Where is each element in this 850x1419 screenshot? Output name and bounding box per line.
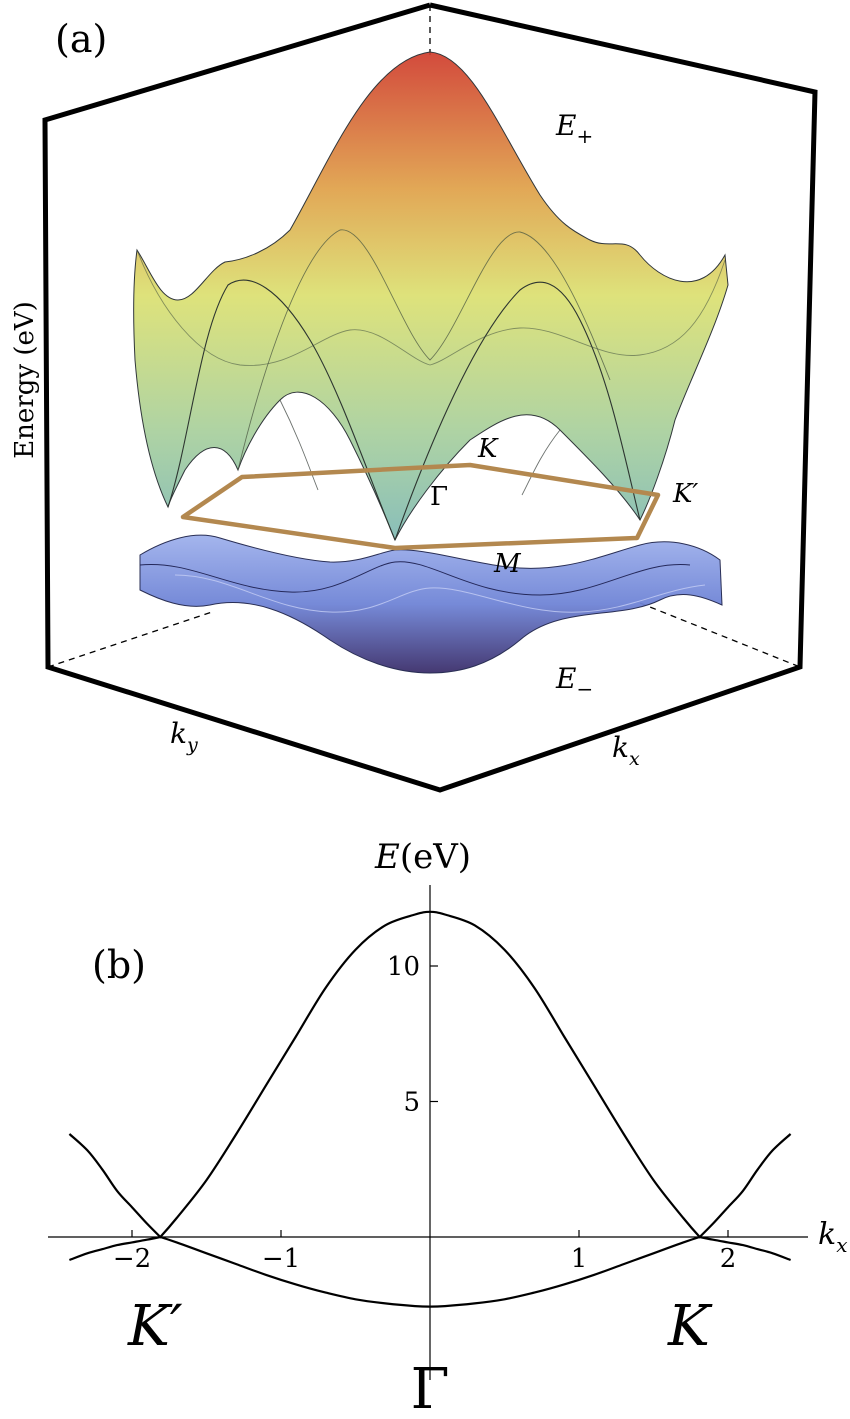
point-gamma-marker-label: Γ [411, 1357, 450, 1419]
ky-axis-label: ky [170, 717, 198, 756]
panel-b-label: (b) [92, 943, 146, 987]
upper-band-label: E+ [555, 109, 593, 148]
plot-series [68, 910, 792, 1308]
upper-band-line [68, 910, 792, 1239]
energy-axis-label: Energy (eV) [10, 301, 40, 459]
plot-axes [48, 885, 808, 1380]
box-outline [42, 2, 818, 793]
y-tick-label: 10 [387, 952, 420, 982]
point-kprime-label: K′ [672, 479, 698, 509]
point-k-marker-label: K [667, 1294, 713, 1359]
x-axis-title: kx [818, 1217, 847, 1257]
lower-band-line [69, 1235, 791, 1308]
lower-band-surface [139, 534, 723, 674]
panel-b: −2 −1 1 2 5 10 (b) E(eV) kx K′ K Γ [48, 837, 847, 1419]
point-kprime-marker-label: K′ [127, 1294, 183, 1359]
plot-ticks: −2 −1 1 2 5 10 [113, 952, 736, 1274]
x-tick-label: −2 [113, 1244, 151, 1274]
brillouin-zone-outline [180, 462, 661, 551]
kx-axis-label: kx [612, 731, 640, 770]
x-tick-label: 1 [571, 1244, 588, 1274]
point-k-label: K [477, 434, 499, 464]
lower-band-label: E− [555, 662, 593, 701]
upper-band-surface [133, 51, 729, 542]
x-tick-label: 2 [720, 1244, 737, 1274]
x-tick-label: −1 [262, 1244, 300, 1274]
y-tick-label: 5 [403, 1088, 420, 1118]
point-m-label: M [493, 549, 522, 579]
point-gamma-label: Γ [430, 482, 448, 512]
panel-a-label: (a) [55, 17, 107, 61]
box-hidden-edges [47, 5, 801, 668]
panel-a: (a) E+ E− K K′ Γ M ky kx Energy (eV) [10, 2, 818, 793]
y-axis-title: E(eV) [374, 837, 471, 877]
